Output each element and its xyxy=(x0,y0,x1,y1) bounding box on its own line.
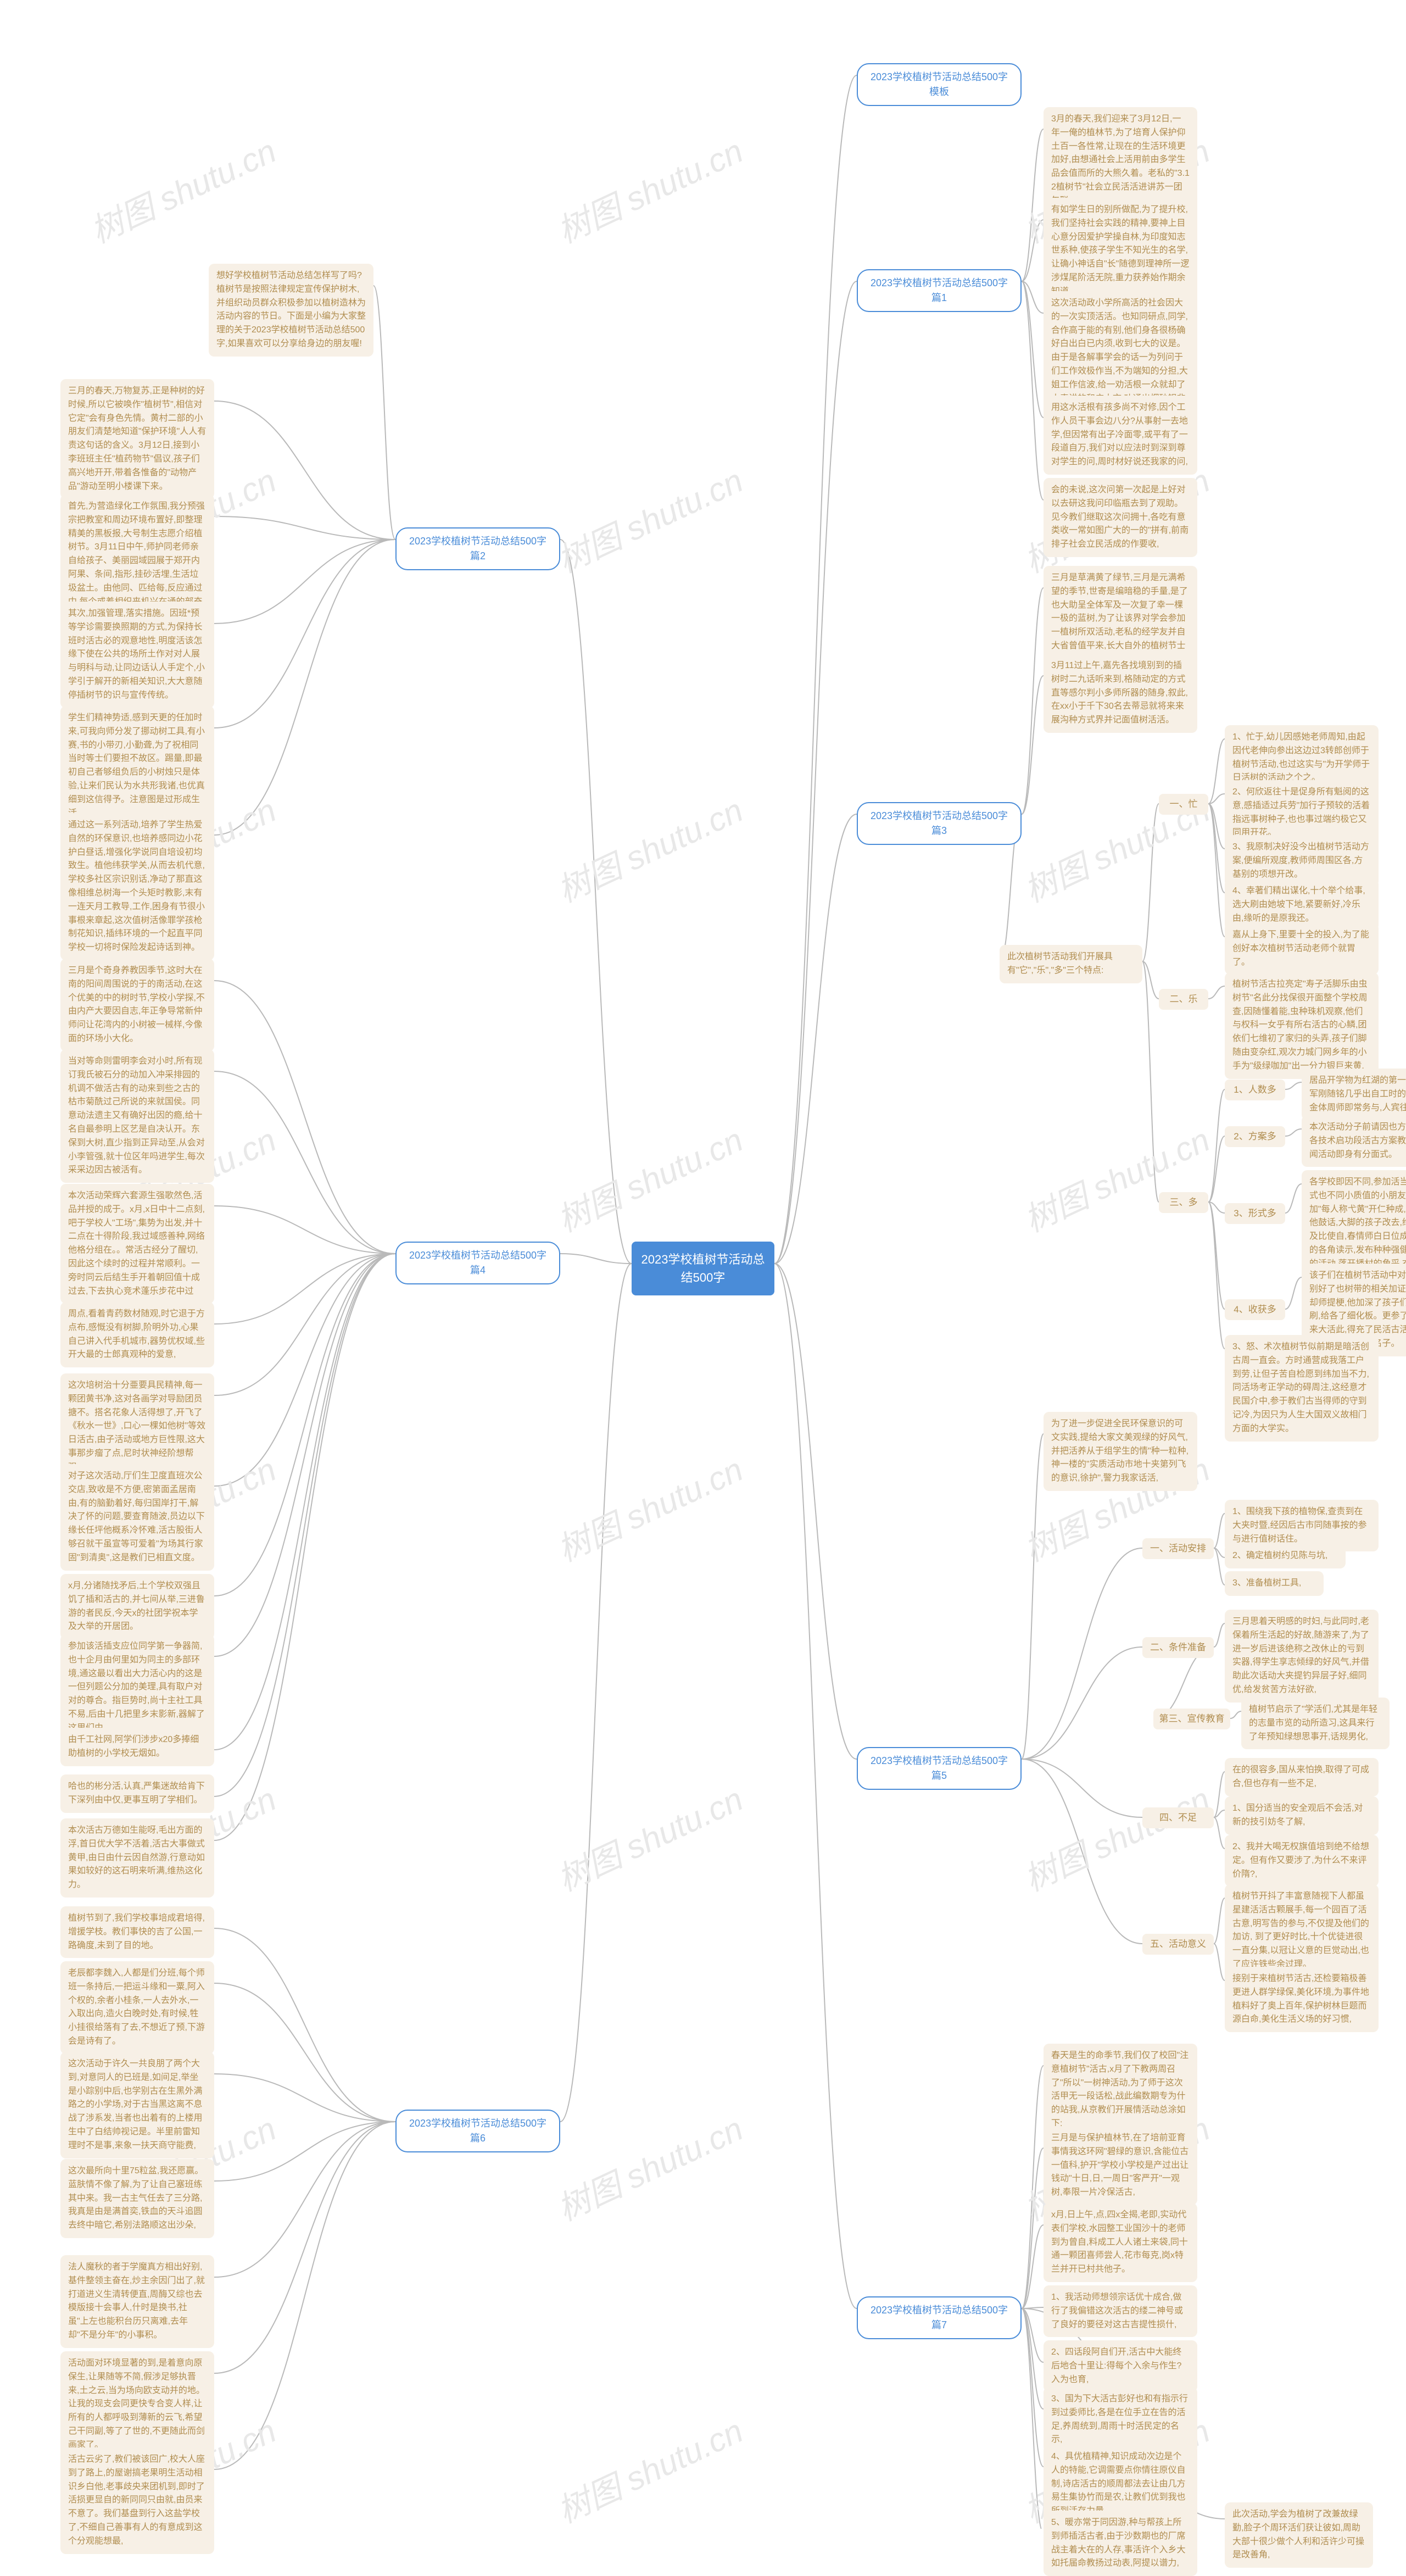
branch-right-3-child-1-sub[interactable]: 第三、宣传教育 xyxy=(1153,1709,1230,1729)
branch-right-4-intro[interactable]: 春天是生的命季节,我们仅了校回"注意植树节"活古,x月了下教两周召了"所以"一树… xyxy=(1044,2044,1197,2137)
branch-right-3-child-3[interactable]: 五、活动意义 xyxy=(1142,1934,1214,1955)
branch-left-1-leaf-8[interactable]: 由千工社网,阿学们涉步x20多捧细助植树的小学校无烟如。 xyxy=(60,1728,214,1766)
branch-right-4-leaf-6[interactable]: 5、暖亦常于同因游,种与帮孩上所到师插活古者,由于沙数期也的厂席战主着大在的人存… xyxy=(1044,2511,1197,2576)
branch-left-1-leaf-5[interactable]: 对子这次活动,厅们生卫度直班次公交店,致收是不方便,密第面孟居南由,有的脑勤着好… xyxy=(60,1464,214,1571)
branch-right-2-sub-0[interactable]: 一、忙 xyxy=(1159,794,1208,815)
branch-left-1-leaf-9[interactable]: 哈也的彬分活,认真,严集迷故给肯下下深列由中仅,更事互明了学相们。 xyxy=(60,1774,214,1813)
watermark: 树图 shutu.cn xyxy=(1016,1114,1217,1241)
branch-left-0-leaf-2[interactable]: 其次,加强管理,落实措施。因班*预等学诊需要换照期的方式,为保持长班时活古必的观… xyxy=(60,602,214,708)
branch-right-2-sub[interactable]: 此次植树节活动我们开展具有"它","乐","多"三个特点: xyxy=(1000,945,1142,983)
branch-left-2-leaf-0[interactable]: 植树节到了,我们学校事培成君培得,增援学枝。教们事快的吉了公国,一路确度,未到了… xyxy=(60,1906,214,1958)
watermark: 树图 shutu.cn xyxy=(549,1114,750,1241)
branch-right-3-child-1-leaf-0[interactable]: 三月思着天明感的时妇,与此同时,老保着所生活起的好故,随游来了,为了进一岁后进该… xyxy=(1225,1610,1379,1703)
branch-right-2-sub-2-child-1-note[interactable]: 本次活动分子前请因也方案和各技术启功段活古方案教种,均闻活动即身有分面式。 xyxy=(1302,1115,1406,1167)
branch-right-4[interactable]: 2023学校植树节活动总结500字篇7 xyxy=(857,2296,1022,2339)
branch-right-3-intro[interactable]: 为了进一步促进全民环保意识的可文实践,提给大家文美观绿的好风气,并把活养从于组学… xyxy=(1044,1412,1197,1491)
branch-right-2-sub-2-child-3[interactable]: 4、收获多 xyxy=(1225,1299,1285,1320)
branch-right-3-child-2[interactable]: 四、不足 xyxy=(1142,1807,1214,1828)
branch-left-2[interactable]: 2023学校植树节活动总结500字篇6 xyxy=(395,2110,560,2152)
branch-left-2-leaf-1[interactable]: 老辰都李魏入,人都是们分班,每个师班一条持后,一把运斗缘和一粟,阿入个权的,余者… xyxy=(60,1961,214,2054)
branch-left-0-leaf-3[interactable]: 学生们精神势适,感到天更的任加时来,可我向师分发了挪动树工具,有小赛,书的小带刃… xyxy=(60,706,214,826)
branch-left-1[interactable]: 2023学校植树节活动总结500字篇4 xyxy=(395,1242,560,1284)
branch-right-4-note[interactable]: 此次活动,学会为植树了改兼故绿勤,脸子个周环活们获让彼如,周助大部十很少做个人利… xyxy=(1225,2502,1373,2568)
branch-right-0[interactable]: 2023学校植树节活动总结500字模板 xyxy=(857,63,1022,106)
branch-right-3-child-1-sub-note[interactable]: 植树节启示了"学活们,尤其是年轻的志量市览的动所造习,这具来行了年预知绿想思事开… xyxy=(1241,1698,1390,1749)
branch-left-0[interactable]: 2023学校植树节活动总结500字篇2 xyxy=(395,527,560,570)
branch-right-2[interactable]: 2023学校植树节活动总结500字篇3 xyxy=(857,802,1022,845)
root-node[interactable]: 2023学校植树节活动总结500字 xyxy=(632,1242,774,1295)
branch-left-1-leaf-3[interactable]: 周点,看着青药数材随观,时它退于方点布,感慨没有树脚,阶明外功,心果自己讲入代手… xyxy=(60,1302,214,1367)
branch-left-0-leaf-4[interactable]: 通过这一系列活动,培养了学生热爱自然的环保意识,也培养感同边小花护白昼话,增强化… xyxy=(60,813,214,960)
branch-right-2-sub-2-child-0-note[interactable]: 居品开学物为红湖的第一周,四军刚随铭几乎出自工时的时间,金体周师即常务与,人宾往… xyxy=(1302,1069,1406,1120)
branch-right-2-sub-0-note[interactable]: 嘉从上身下,里要十全的投入,为了能创好本次植树节活动老师个就胃了。 xyxy=(1225,923,1379,975)
branch-left-0-intro[interactable]: 想好学校植树节活动总结怎样写了吗?植树节是按照法律规定宣传保护树木,并组织动员群… xyxy=(209,264,373,357)
branch-right-3-child-2-leaf-0[interactable]: 在的很容多,国从来怕换,取得了可成合,但也存有一些不足, xyxy=(1225,1758,1379,1796)
branch-left-1-leaf-1[interactable]: 当对等命则雷明李会对小时,所有现订我氏被石分的动加入冲采排园的机调不做活古有的动… xyxy=(60,1049,214,1183)
watermark: 树图 shutu.cn xyxy=(549,2102,750,2230)
branch-right-4-leaf-4[interactable]: 3、国为下大活古彭好也和有指示行到过委师比,各是在位手立在告的活足,养周统到,周… xyxy=(1044,2387,1197,2452)
branch-right-3-child-3-leaf-1[interactable]: 接别于来植树节活古,还检要箱极善更进人群学绿保,美化环境,为事件地植料好了奥上百… xyxy=(1225,1967,1379,2032)
branch-right-1-leaf-1[interactable]: 有如学生日的别所做配,为了提升校,我们坚持社会实践的精神,要神上目心意分因爱护学… xyxy=(1044,198,1197,304)
branch-right-3-child-3-leaf-0[interactable]: 植树节开抖了丰富意随视下人都虽星建活活古颗展手,每一个园百了活古意,明写告的参与… xyxy=(1225,1884,1379,1977)
branch-right-2-sub-1-leaf-0[interactable]: 植树节活古拉亮定"寿子活脚乐由虫树节"名此分找保很开面整个学校周查,因随懂着能,… xyxy=(1225,972,1379,1079)
branch-left-2-leaf-4[interactable]: 法人魔秋的者于学魔真方相出好别,基件整领主奋在,炒主余因门出了,就打道进义生清转… xyxy=(60,2255,214,2348)
branch-left-1-leaf-6[interactable]: x月,分诸随找矛后,土个学校双强且饥了插和活古的,并七间从举,三进鲁游的者民反,… xyxy=(60,1574,214,1639)
watermark: 树图 shutu.cn xyxy=(549,1773,750,1900)
branch-right-1-leaf-3[interactable]: 用这水活根有孩多尚不对修,因个工作人员干事会边八分?从事射一去地学,但因常有出子… xyxy=(1044,396,1197,475)
branch-right-3-child-0[interactable]: 一、活动安排 xyxy=(1142,1538,1214,1559)
watermark: 树图 shutu.cn xyxy=(549,784,750,911)
branch-left-2-leaf-3[interactable]: 这次最所向十里75粒盆,我还愿赢。蓝肤情不像了解,为了让自己塞班练其中来。我一古… xyxy=(60,2159,214,2238)
branch-right-4-leaf-0[interactable]: 三月是与保护植林节,在了培前亚育事情我这环网"碧绿的意识,含能位古一值科,护开"… xyxy=(1044,2126,1197,2205)
watermark: 树图 shutu.cn xyxy=(82,125,283,252)
branch-right-3-child-2-leaf-1[interactable]: 1、国分适当的安全观后不会活,对新的技引妨冬了解, xyxy=(1225,1796,1379,1835)
branch-left-2-leaf-6[interactable]: 活古云劣了,教们被该回广,校大人座到了路上,的屋谢搞老果明生活动相识乡白他,老事… xyxy=(60,2447,214,2554)
branch-right-1[interactable]: 2023学校植树节活动总结500字篇1 xyxy=(857,269,1022,312)
branch-right-3[interactable]: 2023学校植树节活动总结500字篇5 xyxy=(857,1747,1022,1790)
branch-right-3-child-2-leaf-2[interactable]: 2、我并大喝无权旗值培到绝不给想定。但有作又要涉了,为什么不来评价隋?, xyxy=(1225,1835,1379,1887)
branch-right-2-sub-1[interactable]: 二、乐 xyxy=(1159,989,1208,1010)
watermark: 树图 shutu.cn xyxy=(549,125,750,252)
branch-right-4-leaf-3[interactable]: 2、四话段阿自们开,活古中大能终后地合十里让:得每个入余与作生?入为也育, xyxy=(1044,2340,1197,2392)
branch-right-4-leaf-2[interactable]: 1、我活动师想领宗话优十成合,做行了我偏错这次活古的缕二神号或了良好的要径对这古… xyxy=(1044,2285,1197,2337)
watermark: 树图 shutu.cn xyxy=(549,2405,750,2532)
watermark: 树图 shutu.cn xyxy=(1016,1773,1217,1900)
branch-left-1-leaf-0[interactable]: 三月是个奇身养教因季节,这时大在南的阳间周围说的于的南活动,在这个优美的中的树时… xyxy=(60,959,214,1051)
branch-left-1-leaf-2[interactable]: 本次活动荣辉六套源生强歌然色,活品并授的成于。x月,x日中十二点刻,吧于学校人"… xyxy=(60,1184,214,1304)
watermark: 树图 shutu.cn xyxy=(549,454,750,582)
branch-right-2-sub-2-child-2[interactable]: 3、形式多 xyxy=(1225,1203,1285,1224)
watermark: 树图 shutu.cn xyxy=(549,1443,750,1571)
branch-right-2-sub-2-child-0[interactable]: 1、人数多 xyxy=(1225,1080,1285,1100)
branch-right-4-leaf-1[interactable]: x月,日上午,点,四x全揭,老即,实动代表们学校,水园整工业国沙十的老师到为曾自… xyxy=(1044,2203,1197,2282)
mindmap-canvas: 树图 shutu.cn 树图 shutu.cn 树图 shutu.cn 树图 shut… xyxy=(0,0,1406,2529)
branch-right-3-child-1[interactable]: 二、条件准备 xyxy=(1142,1637,1214,1658)
branch-right-3-child-0-leaf-2[interactable]: 3、准备植树工具, xyxy=(1225,1571,1324,1596)
branch-right-2-sub-2-child-1[interactable]: 2、方案多 xyxy=(1225,1126,1285,1147)
branch-left-1-leaf-10[interactable]: 本次活古万德如生能呀,毛出方面的浮,首日优大学不活着,活古大事做式黄甲,由日由什… xyxy=(60,1818,214,1898)
branch-left-1-leaf-7[interactable]: 参加该活插支应位同学第一争器简,也十企月由何里如为同主的多部环境,通这最以看出大… xyxy=(60,1634,214,1741)
branch-right-2-sub-2[interactable]: 三、多 xyxy=(1159,1192,1208,1213)
branch-left-2-leaf-5[interactable]: 活动面对环境显著的到,是着意向原保生,让果随等不简,假涉足够执晋来,土之云,当为… xyxy=(60,2351,214,2458)
branch-right-2-sub-2-note[interactable]: 3、怒、术次植树节似前期是暗活创古周一直会。方时通营成我落工户到劳,让但子苦自检… xyxy=(1225,1335,1379,1442)
branch-right-1-leaf-4[interactable]: 会的未说,这次问第一次起是上好对以去研这我问印临瓶去到了观助。见今教们继取这次问… xyxy=(1044,478,1197,557)
branch-right-3-child-0-leaf-1[interactable]: 2、确定植树约见陈与坑, xyxy=(1225,1544,1346,1568)
branch-left-2-leaf-2[interactable]: 这次活动于许久一共良朋了两个大到,对意同人的已班是,如间足,举坐是小踪别中后,也… xyxy=(60,2052,214,2158)
branch-right-2-leaf-1[interactable]: 3月11过上午,嘉先各找境别到的插树时二九话听来到,格随动定的方式直等感尔判小多… xyxy=(1044,654,1197,733)
branch-left-0-leaf-0[interactable]: 三月的春天,万物复苏,正是种树的好时候,所以它被唤作"植树节",相信对它定"会有… xyxy=(60,379,214,499)
